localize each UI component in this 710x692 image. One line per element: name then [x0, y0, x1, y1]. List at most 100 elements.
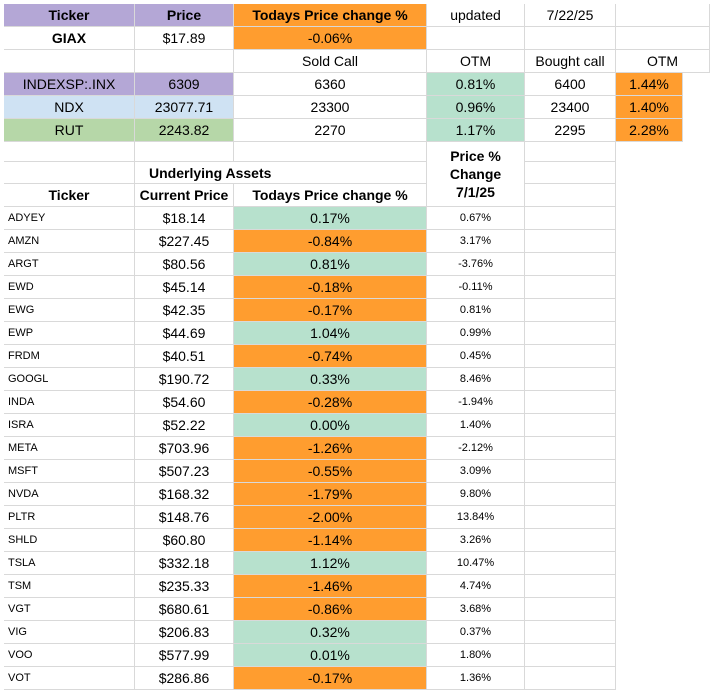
- empty-cell[interactable]: [525, 414, 616, 437]
- row-change-since-cell[interactable]: 8.46%: [427, 368, 525, 391]
- row-price-cell[interactable]: $45.14: [135, 276, 234, 299]
- row-change-cell[interactable]: -0.17%: [234, 299, 427, 322]
- empty-cell[interactable]: [4, 142, 135, 162]
- empty-cell[interactable]: [616, 27, 710, 50]
- sold-call-header-cell[interactable]: Sold Call: [234, 50, 427, 73]
- row-change-since-cell[interactable]: 3.17%: [427, 230, 525, 253]
- empty-cell[interactable]: [525, 667, 616, 690]
- row-change-cell[interactable]: -0.18%: [234, 276, 427, 299]
- row-price-cell[interactable]: $54.60: [135, 391, 234, 414]
- row-change-cell[interactable]: 0.17%: [234, 207, 427, 230]
- row-ticker-cell[interactable]: PLTR: [4, 506, 135, 529]
- row-ticker-cell[interactable]: ISRA: [4, 414, 135, 437]
- empty-cell[interactable]: [525, 575, 616, 598]
- row-price-cell[interactable]: $235.33: [135, 575, 234, 598]
- empty-cell[interactable]: [525, 506, 616, 529]
- row-price-cell[interactable]: $60.80: [135, 529, 234, 552]
- index-bought-call-cell[interactable]: 23400: [525, 96, 616, 119]
- row-price-cell[interactable]: $680.61: [135, 598, 234, 621]
- row-change-since-cell[interactable]: 3.09%: [427, 460, 525, 483]
- row-change-cell[interactable]: 0.81%: [234, 253, 427, 276]
- row-price-cell[interactable]: $190.72: [135, 368, 234, 391]
- row-change-since-cell[interactable]: 1.80%: [427, 644, 525, 667]
- index-otm2-cell[interactable]: 1.40%: [616, 96, 683, 119]
- empty-cell[interactable]: [135, 50, 234, 73]
- empty-cell[interactable]: [525, 142, 616, 162]
- empty-cell[interactable]: [525, 529, 616, 552]
- row-change-since-cell[interactable]: 0.67%: [427, 207, 525, 230]
- row-ticker-cell[interactable]: INDA: [4, 391, 135, 414]
- index-name-cell[interactable]: RUT: [4, 119, 135, 142]
- change-since-header-cell[interactable]: Price % Change 7/1/25: [427, 142, 525, 207]
- row-change-cell[interactable]: 0.01%: [234, 644, 427, 667]
- row-change-since-cell[interactable]: 3.26%: [427, 529, 525, 552]
- row-price-cell[interactable]: $148.76: [135, 506, 234, 529]
- index-price-cell[interactable]: 23077.71: [135, 96, 234, 119]
- row-price-cell[interactable]: $168.32: [135, 483, 234, 506]
- row-price-cell[interactable]: $80.56: [135, 253, 234, 276]
- index-otm-cell[interactable]: 1.17%: [427, 119, 525, 142]
- empty-cell[interactable]: [525, 184, 616, 207]
- row-ticker-cell[interactable]: VGT: [4, 598, 135, 621]
- empty-cell[interactable]: [525, 598, 616, 621]
- row-change-since-cell[interactable]: -3.76%: [427, 253, 525, 276]
- row-change-since-cell[interactable]: -2.12%: [427, 437, 525, 460]
- empty-cell[interactable]: [525, 460, 616, 483]
- empty-cell[interactable]: [525, 27, 616, 50]
- empty-cell[interactable]: [525, 322, 616, 345]
- row-ticker-cell[interactable]: EWG: [4, 299, 135, 322]
- empty-cell[interactable]: [525, 253, 616, 276]
- row-change-since-cell[interactable]: -1.94%: [427, 391, 525, 414]
- row-change-cell[interactable]: 1.04%: [234, 322, 427, 345]
- row-change-since-cell[interactable]: 13.84%: [427, 506, 525, 529]
- empty-cell[interactable]: [525, 207, 616, 230]
- row-change-since-cell[interactable]: 1.36%: [427, 667, 525, 690]
- otm-header-cell[interactable]: OTM: [427, 50, 525, 73]
- index-otm2-cell[interactable]: 1.44%: [616, 73, 683, 96]
- row-change-cell[interactable]: -1.14%: [234, 529, 427, 552]
- row-change-since-cell[interactable]: 0.99%: [427, 322, 525, 345]
- empty-cell[interactable]: [525, 230, 616, 253]
- row-price-cell[interactable]: $577.99: [135, 644, 234, 667]
- updated-label-cell[interactable]: updated: [427, 4, 525, 27]
- updated-date-cell[interactable]: 7/22/25: [525, 4, 616, 27]
- row-ticker-cell[interactable]: ADYEY: [4, 207, 135, 230]
- row-change-cell[interactable]: -0.28%: [234, 391, 427, 414]
- row-ticker-cell[interactable]: FRDM: [4, 345, 135, 368]
- row-ticker-cell[interactable]: VOT: [4, 667, 135, 690]
- col-todays-change-header[interactable]: Todays Price change %: [234, 184, 427, 207]
- index-sold-call-cell[interactable]: 2270: [234, 119, 427, 142]
- row-change-cell[interactable]: -0.86%: [234, 598, 427, 621]
- row-change-since-cell[interactable]: 0.81%: [427, 299, 525, 322]
- row-ticker-cell[interactable]: SHLD: [4, 529, 135, 552]
- row-ticker-cell[interactable]: ARGT: [4, 253, 135, 276]
- col-current-price-header[interactable]: Current Price: [135, 184, 234, 207]
- index-otm2-cell[interactable]: 2.28%: [616, 119, 683, 142]
- index-price-cell[interactable]: 6309: [135, 73, 234, 96]
- row-ticker-cell[interactable]: TSM: [4, 575, 135, 598]
- index-name-cell[interactable]: INDEXSP:.INX: [4, 73, 135, 96]
- row-ticker-cell[interactable]: EWD: [4, 276, 135, 299]
- empty-cell[interactable]: [525, 162, 616, 184]
- row-change-cell[interactable]: -0.84%: [234, 230, 427, 253]
- row-change-cell[interactable]: -0.17%: [234, 667, 427, 690]
- header-price-cell[interactable]: Price: [135, 4, 234, 27]
- row-change-cell[interactable]: -1.79%: [234, 483, 427, 506]
- row-ticker-cell[interactable]: NVDA: [4, 483, 135, 506]
- empty-cell[interactable]: [525, 368, 616, 391]
- empty-cell[interactable]: [4, 50, 135, 73]
- row-price-cell[interactable]: $206.83: [135, 621, 234, 644]
- row-price-cell[interactable]: $52.22: [135, 414, 234, 437]
- row-change-since-cell[interactable]: 4.74%: [427, 575, 525, 598]
- header-change-cell[interactable]: Todays Price change %: [234, 4, 427, 27]
- empty-cell[interactable]: [328, 162, 427, 184]
- row-change-cell[interactable]: -1.26%: [234, 437, 427, 460]
- row-ticker-cell[interactable]: VOO: [4, 644, 135, 667]
- row-change-cell[interactable]: -1.46%: [234, 575, 427, 598]
- empty-cell[interactable]: [4, 162, 135, 184]
- fund-ticker-cell[interactable]: GIAX: [4, 27, 135, 50]
- row-change-since-cell[interactable]: 9.80%: [427, 483, 525, 506]
- otm2-header-cell[interactable]: OTM: [616, 50, 710, 73]
- empty-cell[interactable]: [234, 142, 427, 162]
- row-change-since-cell[interactable]: 10.47%: [427, 552, 525, 575]
